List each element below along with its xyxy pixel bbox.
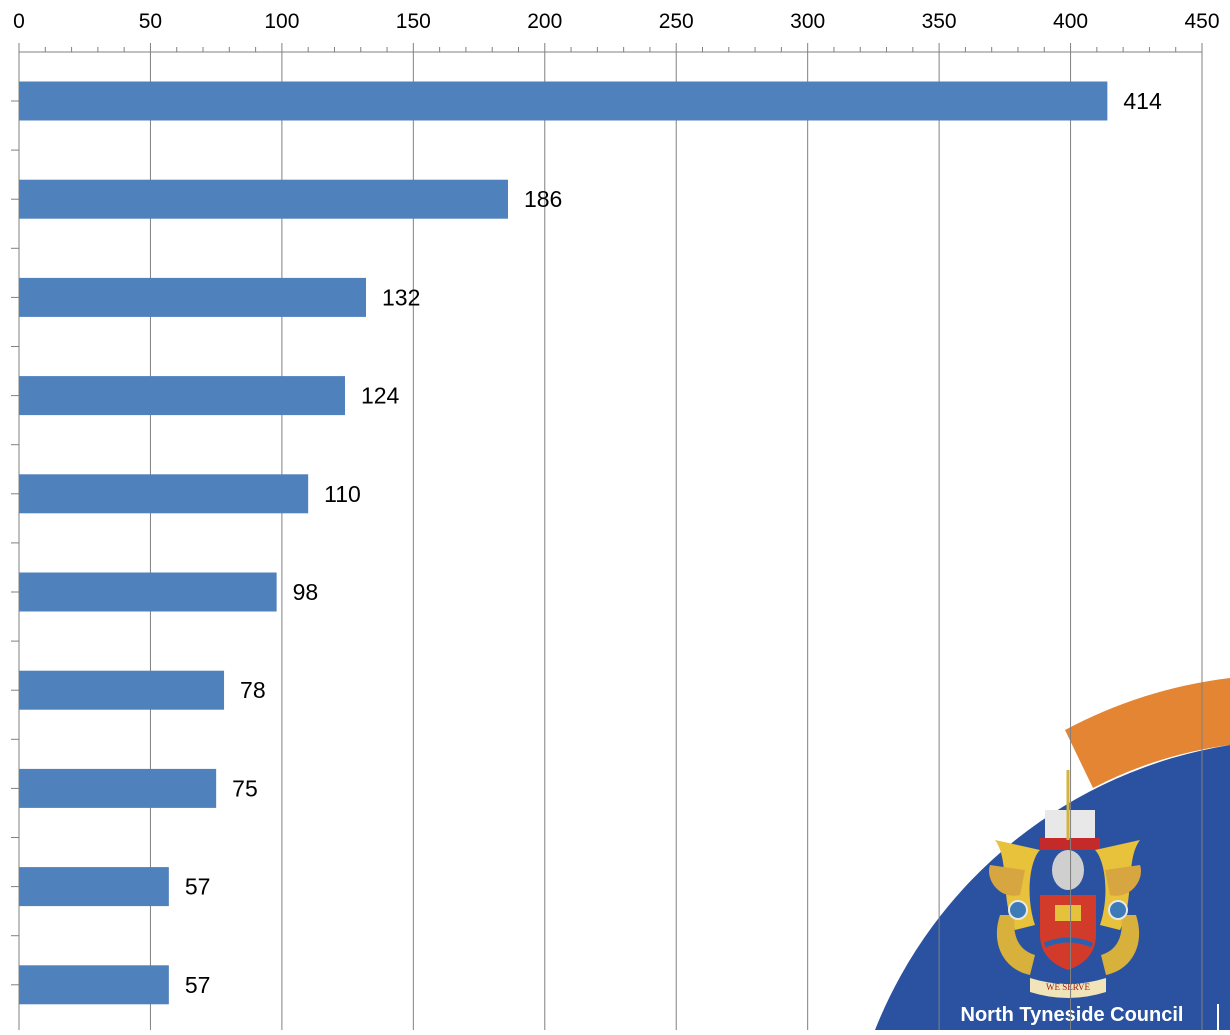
- bar-value-label: 75: [232, 775, 258, 801]
- bar: [19, 670, 225, 710]
- x-tick-label: 450: [1184, 10, 1219, 33]
- council-logo-watermark: WE SERVE North Tyneside Council: [875, 678, 1230, 1030]
- bar-value-label: 110: [324, 481, 361, 507]
- x-tick-label: 400: [1053, 10, 1088, 33]
- x-tick-label: 350: [922, 10, 957, 33]
- coat-of-arms-icon: [989, 770, 1141, 998]
- bar-value-label: 414: [1123, 88, 1162, 114]
- bar: [19, 965, 169, 1005]
- x-tick-label: 300: [790, 10, 825, 33]
- bar-value-label: 98: [293, 579, 319, 605]
- bar: [19, 277, 367, 317]
- x-tick-label: 0: [13, 10, 25, 33]
- bar-value-label: 78: [240, 677, 266, 703]
- bar: [19, 81, 1108, 121]
- motto-label: WE SERVE: [1046, 982, 1091, 992]
- bars: [19, 81, 1108, 1005]
- council-name-label: North Tyneside Council: [961, 1004, 1184, 1026]
- x-tick-label: 150: [396, 10, 431, 33]
- blue-circle-icon: [875, 745, 1230, 1030]
- bar: [19, 376, 345, 416]
- data-labels: 414 186 132 124 110 98 78 75 57 57: [185, 88, 1162, 998]
- bar: [19, 572, 277, 612]
- bar-value-label: 186: [524, 186, 562, 212]
- orange-arc-icon: [1065, 678, 1230, 788]
- bar-value-label: 57: [185, 972, 211, 998]
- x-tick-label: 100: [264, 10, 299, 33]
- bar-value-label: 124: [361, 383, 400, 409]
- bar: [19, 768, 217, 808]
- bar: [19, 179, 508, 219]
- x-tick-label: 250: [659, 10, 694, 33]
- x-tick-label: 50: [139, 10, 162, 33]
- bar: [19, 867, 169, 907]
- x-tick-label: 200: [527, 10, 562, 33]
- bar: [19, 474, 309, 514]
- bar-value-label: 57: [185, 874, 211, 900]
- bar-value-label: 132: [382, 284, 420, 310]
